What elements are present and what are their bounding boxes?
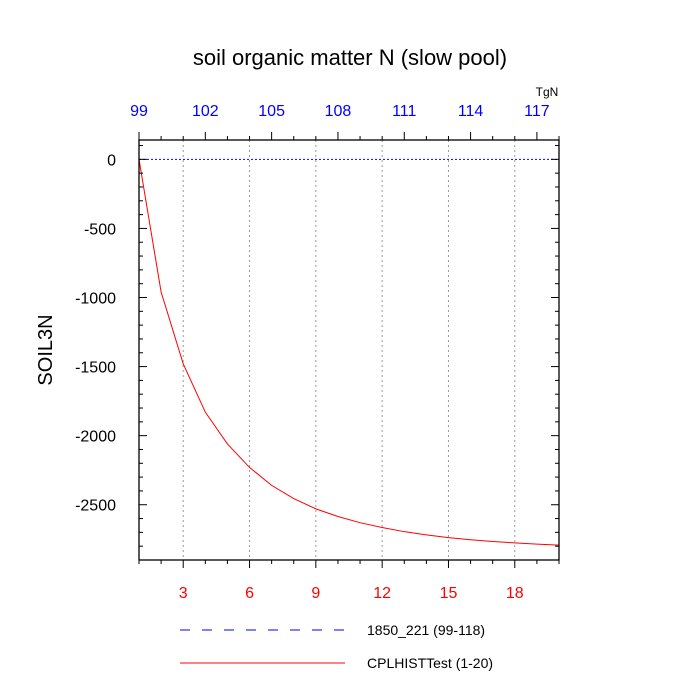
bottom-tick-label: 12	[373, 585, 391, 602]
y-tick-label: -1500	[75, 360, 116, 377]
legend-label-1: 1850_221 (99-118)	[367, 622, 485, 638]
bottom-tick-label: 6	[245, 585, 254, 602]
bottom-tick-label: 15	[440, 585, 458, 602]
chart-title: soil organic matter N (slow pool)	[193, 45, 507, 70]
top-tick-label: 111	[392, 103, 416, 120]
top-tick-label: 99	[130, 103, 148, 120]
top-axis-units: TgN	[536, 85, 559, 99]
series-line-2	[138, 159, 560, 546]
top-tick-label: 105	[258, 103, 285, 120]
bottom-tick-label: 3	[179, 585, 188, 602]
top-tick-label: 117	[524, 103, 550, 120]
top-tick-label: 114	[458, 103, 484, 120]
y-tick-label: -500	[84, 221, 116, 238]
y-tick-label: -2000	[75, 429, 116, 446]
y-tick-label: -2500	[75, 498, 116, 515]
bottom-x-axis: 3 6 9 12 15 18	[138, 560, 560, 602]
series-group	[138, 158, 560, 546]
y-axis-label: SOIL3N	[35, 314, 57, 385]
bottom-tick-label: 18	[506, 585, 524, 602]
bottom-tick-label: 9	[311, 585, 320, 602]
plot-frame	[138, 139, 560, 561]
gridlines	[182, 140, 516, 560]
legend: 1850_221 (99-118) CPLHISTTest (1-20)	[180, 622, 493, 671]
top-x-axis: 99 102 105 108 111 114 117	[130, 103, 560, 140]
legend-label-2: CPLHISTTest (1-20)	[367, 655, 493, 671]
top-tick-label: 108	[325, 103, 352, 120]
y-axis: 0 -500 -1000 -1500 -2000 -2500	[75, 145, 559, 561]
top-tick-label: 102	[192, 103, 219, 120]
y-tick-label: -1000	[75, 291, 116, 308]
y-tick-label: 0	[107, 152, 116, 169]
